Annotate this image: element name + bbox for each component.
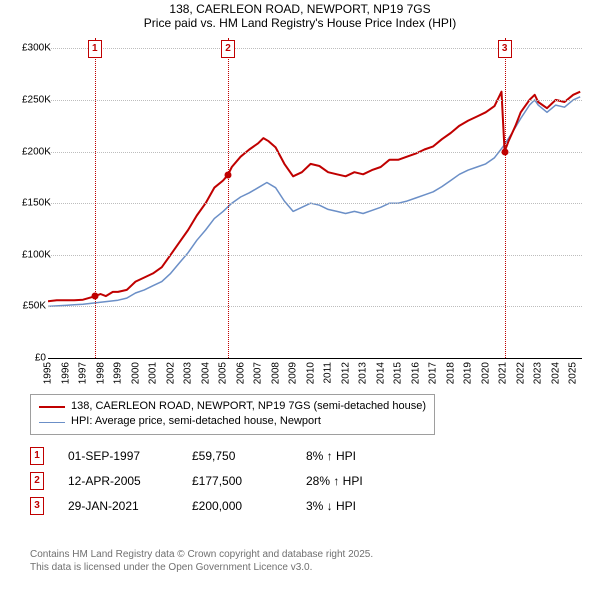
marker-label: 3 — [498, 40, 512, 58]
chart-title-block: 138, CAERLEON ROAD, NEWPORT, NP19 7GS Pr… — [0, 0, 600, 31]
marker-label: 1 — [88, 40, 102, 58]
legend-item: HPI: Average price, semi-detached house,… — [39, 414, 426, 429]
series-hpi — [48, 97, 580, 307]
x-tick-label: 2005 — [218, 362, 229, 384]
legend: 138, CAERLEON ROAD, NEWPORT, NP19 7GS (s… — [30, 394, 435, 435]
chart: 123 £0£50K£100K£150K£200K£250K£300K19951… — [20, 38, 582, 386]
marker-line — [228, 38, 229, 358]
series-price_paid — [48, 92, 580, 302]
x-tick-label: 2015 — [393, 362, 404, 384]
gridline — [48, 255, 582, 256]
x-tick-label: 2024 — [550, 362, 561, 384]
marker-point — [91, 293, 98, 300]
x-tick-label: 2018 — [445, 362, 456, 384]
marker-label: 2 — [221, 40, 235, 58]
title-subtitle: Price paid vs. HM Land Registry's House … — [0, 16, 600, 30]
marker-point — [501, 148, 508, 155]
x-tick-label: 1997 — [78, 362, 89, 384]
x-tick-label: 1996 — [60, 362, 71, 384]
transaction-price: £177,500 — [192, 474, 282, 488]
footer-attribution: Contains HM Land Registry data © Crown c… — [30, 548, 373, 574]
transaction-row: 3 29-JAN-2021 £200,000 3% ↓ HPI — [30, 497, 396, 515]
x-tick-label: 2020 — [480, 362, 491, 384]
legend-label: 138, CAERLEON ROAD, NEWPORT, NP19 7GS (s… — [71, 399, 426, 414]
transaction-marker: 3 — [30, 497, 44, 515]
transaction-date: 29-JAN-2021 — [68, 499, 168, 513]
x-tick-label: 2017 — [428, 362, 439, 384]
x-tick-label: 1999 — [113, 362, 124, 384]
x-tick-label: 2009 — [288, 362, 299, 384]
transaction-marker: 2 — [30, 472, 44, 490]
plot-area: 1 2 3 — [48, 38, 582, 359]
x-tick-label: 2021 — [498, 362, 509, 384]
marker-line — [95, 38, 96, 358]
x-tick-label: 2014 — [375, 362, 386, 384]
title-address: 138, CAERLEON ROAD, NEWPORT, NP19 7GS — [0, 2, 600, 16]
transaction-marker: 1 — [30, 447, 44, 465]
x-tick-label: 2012 — [340, 362, 351, 384]
transaction-price: £200,000 — [192, 499, 282, 513]
y-tick-label: £200K — [22, 146, 46, 157]
x-tick-label: 2002 — [165, 362, 176, 384]
x-tick-label: 2006 — [235, 362, 246, 384]
x-tick-label: 2008 — [270, 362, 281, 384]
legend-label: HPI: Average price, semi-detached house,… — [71, 414, 321, 429]
footer-line-2: This data is licensed under the Open Gov… — [30, 561, 373, 574]
marker-point — [224, 171, 231, 178]
legend-swatch — [39, 422, 65, 423]
x-tick-label: 1995 — [43, 362, 54, 384]
marker-line — [505, 38, 506, 358]
line-chart-svg — [48, 38, 582, 358]
y-tick-label: £100K — [22, 249, 46, 260]
x-tick-label: 2016 — [410, 362, 421, 384]
gridline — [48, 306, 582, 307]
transaction-vs-hpi: 28% ↑ HPI — [306, 474, 396, 488]
x-tick-label: 2000 — [130, 362, 141, 384]
legend-swatch — [39, 406, 65, 408]
footer-line-1: Contains HM Land Registry data © Crown c… — [30, 548, 373, 561]
y-tick-label: £300K — [22, 43, 46, 54]
x-tick-label: 2019 — [463, 362, 474, 384]
transaction-vs-hpi: 8% ↑ HPI — [306, 449, 396, 463]
transaction-row: 1 01-SEP-1997 £59,750 8% ↑ HPI — [30, 447, 396, 465]
x-tick-label: 2001 — [148, 362, 159, 384]
transactions-table: 1 01-SEP-1997 £59,750 8% ↑ HPI 2 12-APR-2005 £… — [30, 440, 396, 522]
x-tick-label: 2022 — [515, 362, 526, 384]
x-tick-label: 1998 — [95, 362, 106, 384]
legend-item: 138, CAERLEON ROAD, NEWPORT, NP19 7GS (s… — [39, 399, 426, 414]
x-tick-label: 2003 — [183, 362, 194, 384]
gridline — [48, 100, 582, 101]
x-tick-label: 2025 — [568, 362, 579, 384]
transaction-row: 2 12-APR-2005 £177,500 28% ↑ HPI — [30, 472, 396, 490]
x-tick-label: 2010 — [305, 362, 316, 384]
gridline — [48, 203, 582, 204]
transaction-price: £59,750 — [192, 449, 282, 463]
x-tick-label: 2004 — [200, 362, 211, 384]
transaction-vs-hpi: 3% ↓ HPI — [306, 499, 396, 513]
y-tick-label: £150K — [22, 198, 46, 209]
x-tick-label: 2007 — [253, 362, 264, 384]
x-tick-label: 2011 — [323, 362, 334, 384]
y-tick-label: £50K — [22, 301, 46, 312]
transaction-date: 01-SEP-1997 — [68, 449, 168, 463]
x-tick-label: 2023 — [533, 362, 544, 384]
y-tick-label: £250K — [22, 94, 46, 105]
transaction-date: 12-APR-2005 — [68, 474, 168, 488]
x-tick-label: 2013 — [358, 362, 369, 384]
